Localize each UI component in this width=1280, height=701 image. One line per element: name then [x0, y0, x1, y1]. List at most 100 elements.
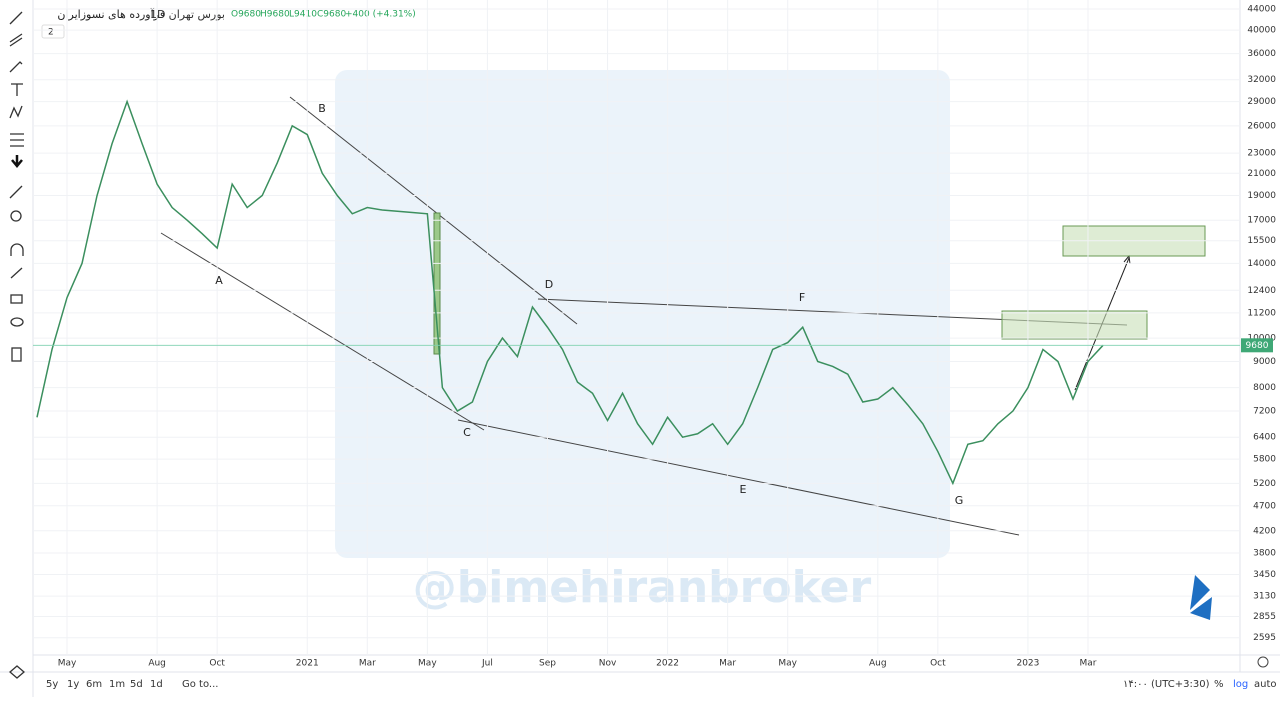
lock-drawing-tool[interactable] [10, 267, 23, 279]
plot: 2595 2855 3130 3450 3800 4200 4700 5200 5800 6400… [33, 0, 1276, 669]
symbol: فرآورده های نسوزایران [57, 7, 165, 21]
x-tick-label: Mar [719, 659, 736, 669]
y-tick-label: 7200 [1253, 407, 1276, 417]
trendline [289, 96, 578, 325]
bottom-toolbar[interactable]: 5y 1y 6m 1m 5d 1d Go to... ۱۴:۰۰ (UTC+3:30)% log… [46, 679, 1277, 690]
y-tick-label: 26000 [1247, 121, 1276, 131]
x-tick-label: Aug [148, 659, 166, 669]
wave-label: E [740, 483, 747, 496]
status-item[interactable]: log [1233, 679, 1248, 690]
x-tick-label: Aug [869, 659, 887, 669]
arrow-tool[interactable] [11, 155, 23, 168]
x-tick-label: 2023 [1016, 659, 1039, 669]
high: H9680 [260, 10, 290, 20]
collapse-button[interactable] [41, 24, 65, 39]
range-button[interactable]: 5y [46, 679, 58, 690]
delete-tool[interactable] [11, 347, 22, 362]
settings[interactable] [1257, 656, 1269, 668]
y-tick-label: 14000 [1247, 259, 1276, 269]
drawings [160, 96, 1206, 536]
magnet-tool[interactable] [10, 243, 24, 256]
lock-tool[interactable] [10, 294, 23, 304]
fib-tool[interactable] [9, 33, 23, 47]
y-tick-label: 40000 [1247, 26, 1276, 36]
x-tick-label: Oct [930, 659, 946, 669]
y-tick-label: 15500 [1247, 236, 1276, 246]
status-item[interactable]: ۱۴:۰۰ (UTC+3:30) [1123, 679, 1210, 690]
x-tick-label: Oct [209, 659, 225, 669]
logo-mark [1190, 575, 1212, 620]
y-tick-label: 5200 [1253, 479, 1276, 489]
last-price-tag [1241, 338, 1273, 353]
range-button[interactable]: 5d [130, 679, 143, 690]
collapse-count[interactable]: 2 [48, 28, 54, 38]
trendline [457, 419, 1020, 536]
x-tick-label: Sep [539, 659, 556, 669]
wave-label: G [955, 494, 964, 507]
prediction-tool[interactable] [10, 133, 24, 147]
interval: 1D [150, 8, 165, 21]
trendline [160, 232, 485, 431]
y-tick-label: 11200 [1247, 308, 1276, 318]
status-item[interactable]: auto [1254, 679, 1277, 690]
y-tick-label: 21000 [1247, 169, 1276, 179]
change: +400 (+4.31%) [345, 10, 416, 20]
x-tick-label: Mar [1079, 659, 1096, 669]
wave-label: D [545, 278, 553, 291]
exchange: بورس تهران [169, 8, 225, 21]
x-tick-label: Jul [481, 659, 493, 669]
x-tick-label: Mar [359, 659, 376, 669]
y-tick-label: 3450 [1253, 570, 1276, 580]
watermark: @bimehiranbroker [413, 562, 872, 613]
broker-logo [1190, 575, 1212, 620]
left-tools[interactable] [9, 11, 25, 679]
y-tick-label: 44000 [1247, 4, 1276, 14]
y-tick-label: 23000 [1247, 149, 1276, 159]
y-tick-label: 4200 [1253, 526, 1276, 536]
y-tick-label: 2855 [1253, 612, 1276, 622]
visibility-tool[interactable] [10, 317, 24, 327]
y-tick-label: 6400 [1253, 433, 1276, 443]
trendline-tool[interactable] [9, 11, 23, 25]
y-tick-label: 29000 [1247, 97, 1276, 107]
target-box [1001, 310, 1148, 340]
y-tick-label: 17000 [1247, 216, 1276, 226]
range-button[interactable]: 1y [67, 679, 79, 690]
x-tick-label: May [418, 659, 437, 669]
brush-tool[interactable] [9, 61, 23, 73]
y-tick-label: 19000 [1247, 191, 1276, 201]
close: C9680 [317, 10, 346, 20]
range-button[interactable]: 1m [109, 679, 125, 690]
low: L9410 [289, 10, 317, 20]
last-price-label: 9680 [1246, 341, 1269, 351]
logo-watermark [335, 70, 950, 558]
y-tick-label: 3130 [1253, 592, 1276, 602]
range-button[interactable]: Go to... [182, 679, 218, 690]
y-tick-label: 32000 [1247, 75, 1276, 85]
y-tick-label: 12400 [1247, 286, 1276, 296]
x-tick-label: 2021 [296, 659, 319, 669]
zoom-tool[interactable] [10, 210, 22, 222]
x-tick-label: Nov [599, 659, 617, 669]
range-button[interactable]: 1d [150, 679, 163, 690]
open: O9680 [231, 10, 261, 20]
y-tick-label: 3800 [1253, 548, 1276, 558]
pattern-tool[interactable] [9, 105, 23, 119]
status-item[interactable]: % [1214, 679, 1224, 690]
y-tick-label: 36000 [1247, 49, 1276, 59]
legend-header: فرآورده های نسوزایران 1D بورس تهران O968… [41, 7, 416, 39]
y-tick-label: 5800 [1253, 455, 1276, 465]
wave-label: A [215, 274, 223, 287]
ruler-tool[interactable] [9, 185, 23, 199]
x-tick-label: May [778, 659, 797, 669]
range-button[interactable]: 6m [86, 679, 102, 690]
layers-tool[interactable] [9, 665, 25, 679]
wave-label: B [318, 102, 326, 115]
x-tick-label: May [58, 659, 77, 669]
y-tick-label: 4700 [1253, 501, 1276, 511]
y-tick-label: 8000 [1253, 383, 1276, 393]
y-tick-label: 2595 [1253, 633, 1276, 643]
text-tool[interactable] [11, 83, 23, 96]
y-tick-label: 9000 [1253, 357, 1276, 367]
